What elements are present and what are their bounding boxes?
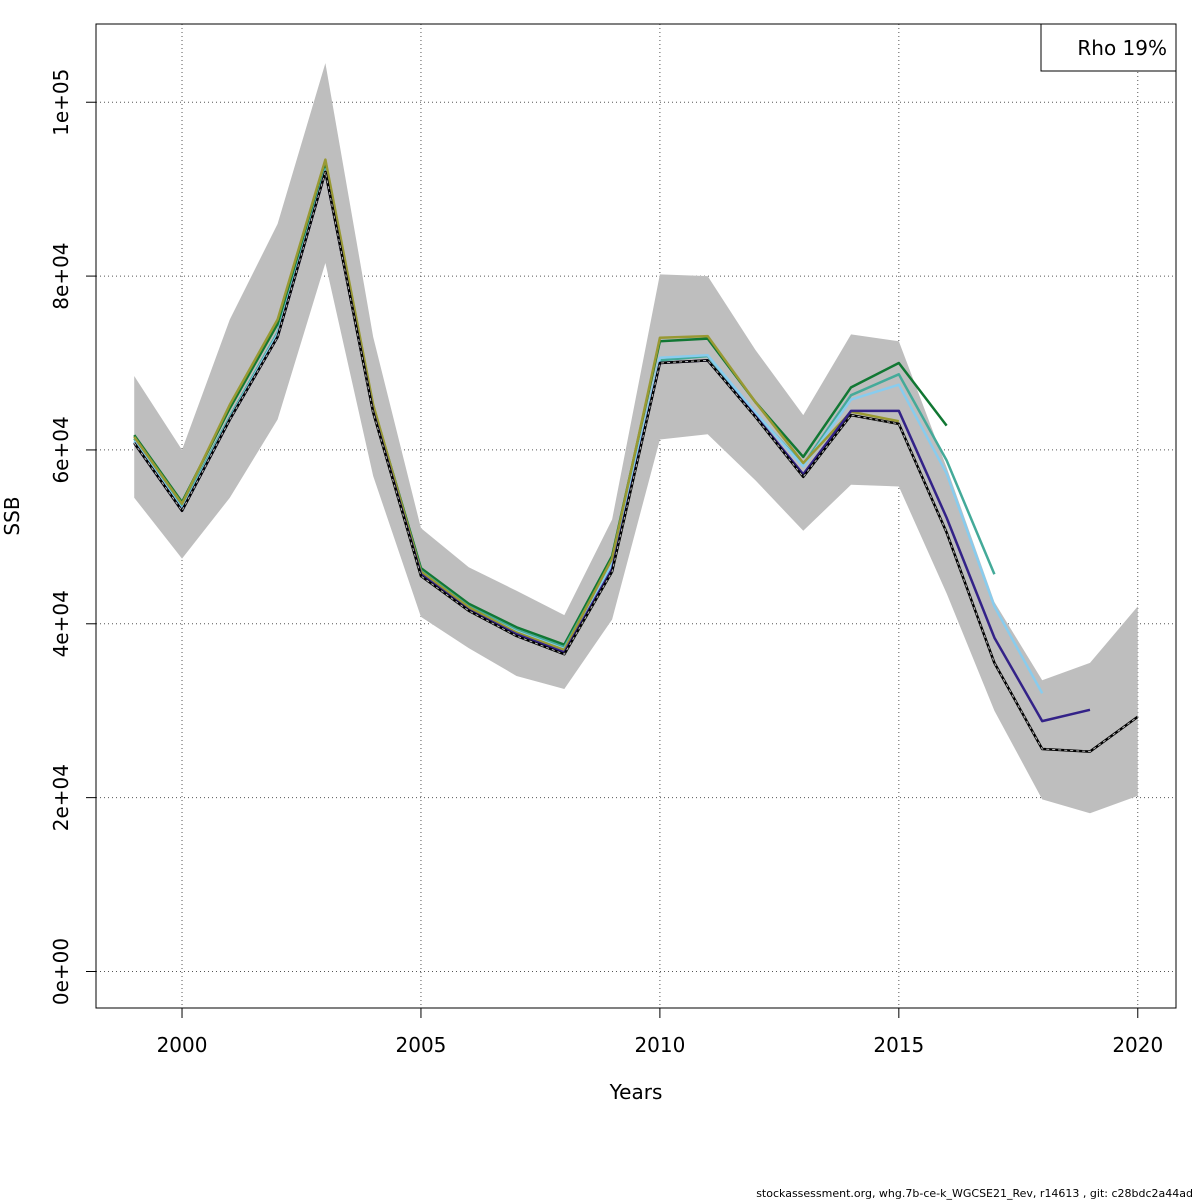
- y-tick-label: 0e+00: [49, 938, 73, 1005]
- legend-box: [1040, 23, 1177, 72]
- x-tick-label: 2005: [396, 1033, 447, 1057]
- series-line-4: [133, 158, 900, 652]
- confidence-band: [134, 63, 1138, 814]
- series-lines: [133, 158, 1139, 753]
- y-tick-label: 1e+05: [49, 69, 73, 136]
- x-tick-label: 2020: [1112, 1033, 1163, 1057]
- y-tick-label: 8e+04: [49, 242, 73, 309]
- plot-frame: [95, 23, 1177, 1009]
- x-axis: 2000 2005 2010 2015 2020: [157, 1008, 1163, 1057]
- legend-text: Rho 19%: [1077, 36, 1167, 60]
- confidence-band-group: [134, 63, 1138, 814]
- x-tick-label: 2010: [634, 1033, 685, 1057]
- footer-text: stockassessment.org, whg.7b-ce-k_WGCSE21…: [756, 1187, 1193, 1200]
- x-tick-label: 2000: [157, 1033, 208, 1057]
- x-tick-label: 2015: [873, 1033, 924, 1057]
- y-tick-label: 6e+04: [49, 416, 73, 483]
- y-axis: 0e+00 2e+04 4e+04 6e+04 8e+04 1e+05: [49, 69, 96, 1005]
- x-axis-title: Years: [609, 1080, 663, 1104]
- y-tick-label: 2e+04: [49, 764, 73, 831]
- y-axis-title: SSB: [0, 496, 24, 535]
- y-tick-label: 4e+04: [49, 590, 73, 657]
- series-line-6: [133, 171, 1139, 753]
- legend: Rho 19%: [1040, 23, 1177, 72]
- series-line-1: [133, 161, 948, 646]
